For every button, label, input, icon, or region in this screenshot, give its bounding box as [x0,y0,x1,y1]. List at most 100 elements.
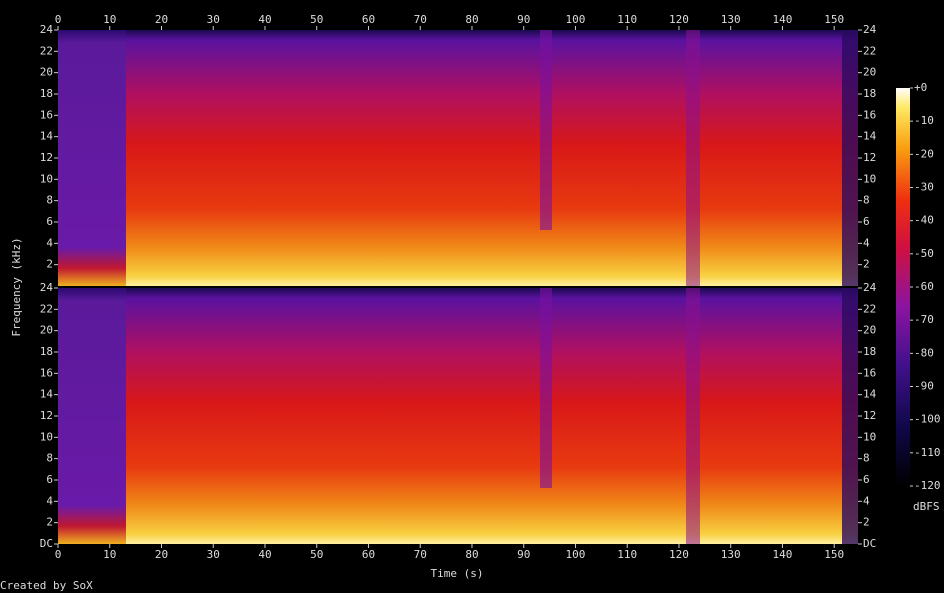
y-tick-label-right: 2 [863,516,870,529]
y-tick-label-right: 12 [863,409,876,422]
y-tick-label-right: 4 [863,236,870,249]
x-tick-label-top: 90 [517,13,530,26]
colorbar [896,88,910,486]
colorbar-tick-label: -30 [914,181,934,194]
colorbar-tick-label: -100 [914,413,941,426]
y-tick-label: 22 [40,302,53,315]
y-tick-label: 2 [46,516,53,529]
x-tick-label-top: 110 [617,13,637,26]
colorbar-tick-label: -120 [914,479,941,492]
y-tick-label-right: 8 [863,194,870,207]
x-tick-label-top: 60 [362,13,375,26]
y-tick-label-right: 24 [863,23,877,36]
y-tick-label: 6 [46,473,53,486]
y-tick-label-right: 22 [863,44,876,57]
x-tick-label-top: 130 [721,13,741,26]
y-tick-label-right: 14 [863,130,877,143]
y-tick-label-right: 16 [863,108,876,121]
x-tick-label-top: 70 [414,13,427,26]
x-tick-label: 120 [669,548,689,561]
y-tick-label-right: 22 [863,302,876,315]
y-tick-label: 20 [40,66,53,79]
y-tick-label: 8 [46,194,53,207]
x-axis-label: Time (s) [431,567,484,580]
x-tick-label: 140 [773,548,793,561]
y-tick-label-right: 2 [863,258,870,271]
y-tick-label-right: 12 [863,151,876,164]
y-tick-label-right: 10 [863,430,876,443]
x-tick-label: 10 [103,548,116,561]
spectrogram-top [58,30,858,286]
y-tick-label-right: 6 [863,473,870,486]
colorbar-tick-label: -60 [914,280,934,293]
x-tick-label-top: 140 [773,13,793,26]
colorbar-tick-label: -70 [914,313,934,326]
y-tick-label: 24 [40,23,54,36]
y-tick-label-right: DC [863,537,876,550]
x-tick-label: 50 [310,548,323,561]
colorbar-tick-label: -110 [914,446,941,459]
x-tick-label-top: 120 [669,13,689,26]
y-tick-label: 14 [40,388,54,401]
x-tick-label: 110 [617,548,637,561]
y-tick-label: DC [40,537,53,550]
y-tick-label: 18 [40,345,53,358]
x-tick-label: 40 [258,548,271,561]
y-tick-label-right: 20 [863,324,876,337]
y-tick-label-right: 14 [863,388,877,401]
y-tick-label-right: 6 [863,215,870,228]
y-tick-label-right: 18 [863,87,876,100]
colorbar-tick-label: -10 [914,114,934,127]
y-tick-label-right: 18 [863,345,876,358]
y-tick-label: 20 [40,324,53,337]
x-tick-label: 70 [414,548,427,561]
x-tick-label: 0 [55,548,62,561]
y-tick-label: 10 [40,172,53,185]
y-tick-label: 6 [46,215,53,228]
y-tick-label: 22 [40,44,53,57]
x-tick-label-top: 40 [258,13,271,26]
colorbar-tick-label: +0 [914,81,927,94]
x-tick-label-top: 150 [824,13,844,26]
y-tick-label: 18 [40,87,53,100]
y-tick-label: 12 [40,151,53,164]
x-tick-label: 20 [155,548,168,561]
spectrogram-bottom [58,288,858,544]
y-tick-label-right: 20 [863,66,876,79]
colorbar-label: dBFS [913,500,940,513]
colorbar-tick-label: -90 [914,380,934,393]
colorbar-tick-label: -40 [914,214,934,227]
x-tick-label: 100 [566,548,586,561]
y-tick-label: 16 [40,108,53,121]
y-tick-label-right: 10 [863,172,876,185]
y-tick-label-right: 4 [863,494,870,507]
x-tick-label: 130 [721,548,741,561]
y-tick-label: 12 [40,409,53,422]
y-tick-label: 16 [40,366,53,379]
y-tick-label: 4 [46,494,53,507]
y-tick-label: 4 [46,236,53,249]
y-tick-label-right: 8 [863,452,870,465]
y-tick-label: 24 [40,281,54,294]
x-tick-label-top: 80 [465,13,478,26]
x-tick-label-top: 50 [310,13,323,26]
footer: Created by SoX [0,579,93,592]
colorbar-tick-label: -20 [914,147,934,160]
colorbar-tick-label: -50 [914,247,934,260]
y-tick-label-right: 24 [863,281,877,294]
y-tick-label: 10 [40,430,53,443]
colorbar-tick-label: -80 [914,346,934,359]
x-tick-label: 150 [824,548,844,561]
y-tick-label: 14 [40,130,54,143]
x-tick-label: 60 [362,548,375,561]
y-tick-label: 2 [46,258,53,271]
y-axis-label: Frequency (kHz) [10,237,23,336]
y-tick-label: 8 [46,452,53,465]
x-tick-label: 30 [207,548,220,561]
y-tick-label-right: 16 [863,366,876,379]
x-tick-label-top: 20 [155,13,168,26]
x-tick-label-top: 10 [103,13,116,26]
x-tick-label-top: 30 [207,13,220,26]
